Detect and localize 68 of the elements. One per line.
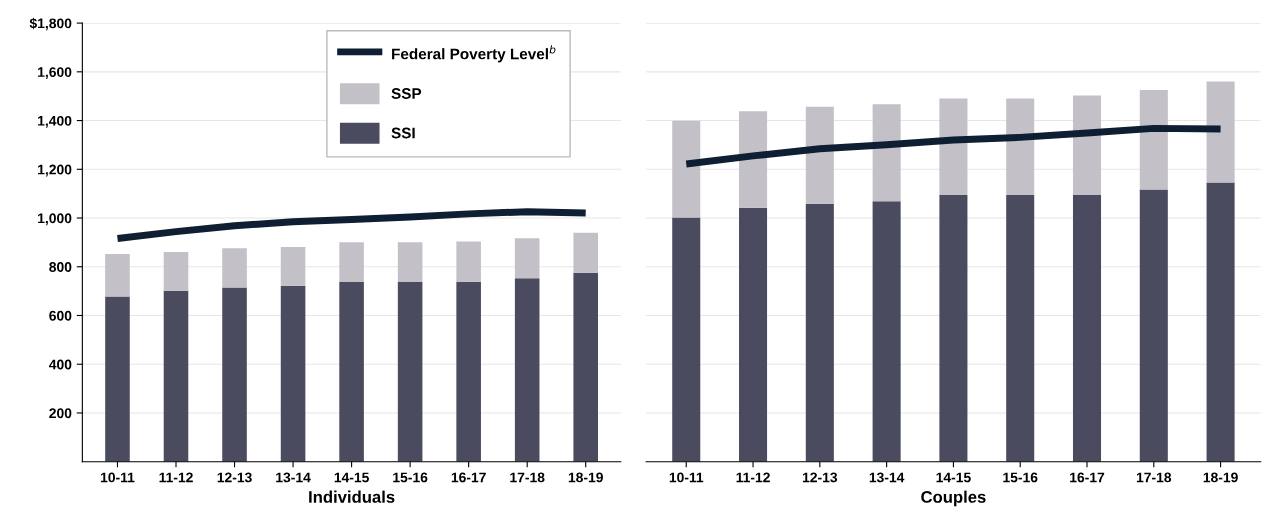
bar — [514, 238, 540, 279]
bar — [105, 254, 130, 297]
bar — [872, 104, 901, 202]
y-tick-label: 1,600 — [38, 67, 72, 79]
bar — [397, 282, 423, 462]
x-tick-label: 16-17 — [1070, 472, 1105, 483]
bar — [739, 207, 768, 462]
x-tick-label: 14-15 — [936, 472, 971, 483]
bar — [672, 120, 701, 218]
bar — [222, 248, 247, 288]
x-tick-label: 18-19 — [568, 472, 603, 483]
x-tick-label: 18-19 — [1203, 472, 1238, 483]
x-tick-label: 17-18 — [510, 472, 545, 483]
x-axis-title: Individuals — [309, 490, 395, 503]
legend-label: SSP — [391, 88, 422, 99]
bar — [573, 232, 598, 273]
x-tick-label: 10-11 — [100, 472, 135, 483]
legend-label: Federal Poverty Level$^{b}$ — [392, 45, 556, 63]
x-tick-label: 11-12 — [159, 472, 193, 483]
y-tick-label: 800 — [49, 262, 72, 272]
bar — [573, 272, 598, 462]
x-tick-label: 11-12 — [736, 472, 770, 483]
bar — [672, 217, 701, 462]
bar — [222, 287, 247, 462]
bar — [280, 285, 306, 462]
bar — [163, 290, 189, 462]
bar — [872, 201, 901, 462]
x-tick-label: 17-18 — [1136, 472, 1172, 483]
x-tick-label: 10-11 — [669, 472, 704, 483]
bar — [1206, 81, 1235, 183]
x-tick-label: 12-13 — [217, 472, 252, 483]
bar — [805, 106, 834, 204]
y-tick-label: 1,200 — [38, 164, 72, 177]
bar — [280, 247, 306, 286]
bar — [514, 278, 540, 462]
bar — [105, 296, 130, 462]
x-tick-label: 15-16 — [393, 472, 428, 483]
bar — [397, 242, 423, 283]
bar — [339, 282, 364, 462]
x-axis-title: Couples — [921, 490, 986, 507]
bar — [1006, 98, 1035, 196]
x-tick-label: 13-14 — [276, 472, 311, 483]
bar — [1006, 195, 1035, 462]
x-tick-label: 16-17 — [451, 472, 486, 483]
y-tick-label: 1,000 — [38, 213, 72, 226]
y-tick-label: 600 — [49, 310, 72, 321]
y-tick-label: 200 — [49, 408, 72, 419]
bar — [1139, 189, 1168, 462]
bar — [339, 242, 364, 283]
bar — [939, 195, 968, 462]
bar — [1206, 182, 1235, 462]
x-tick-label: 13-14 — [869, 472, 905, 483]
y-tick-label: 400 — [48, 359, 72, 370]
bar — [739, 111, 768, 208]
x-tick-label: 14-15 — [334, 472, 369, 483]
bar — [805, 203, 834, 462]
y-tick-label: 1,400 — [38, 115, 72, 128]
y-tick-label: $1,800 — [29, 17, 72, 31]
bar — [1139, 90, 1168, 190]
bar — [456, 281, 481, 462]
bar — [456, 241, 481, 282]
x-tick-label: 12-13 — [802, 472, 838, 483]
bar — [939, 98, 968, 196]
legend-label: SSI — [391, 127, 415, 139]
bar — [163, 251, 189, 291]
bar — [1072, 195, 1102, 462]
bar — [1072, 95, 1102, 196]
x-tick-label: 15-16 — [1003, 472, 1038, 483]
